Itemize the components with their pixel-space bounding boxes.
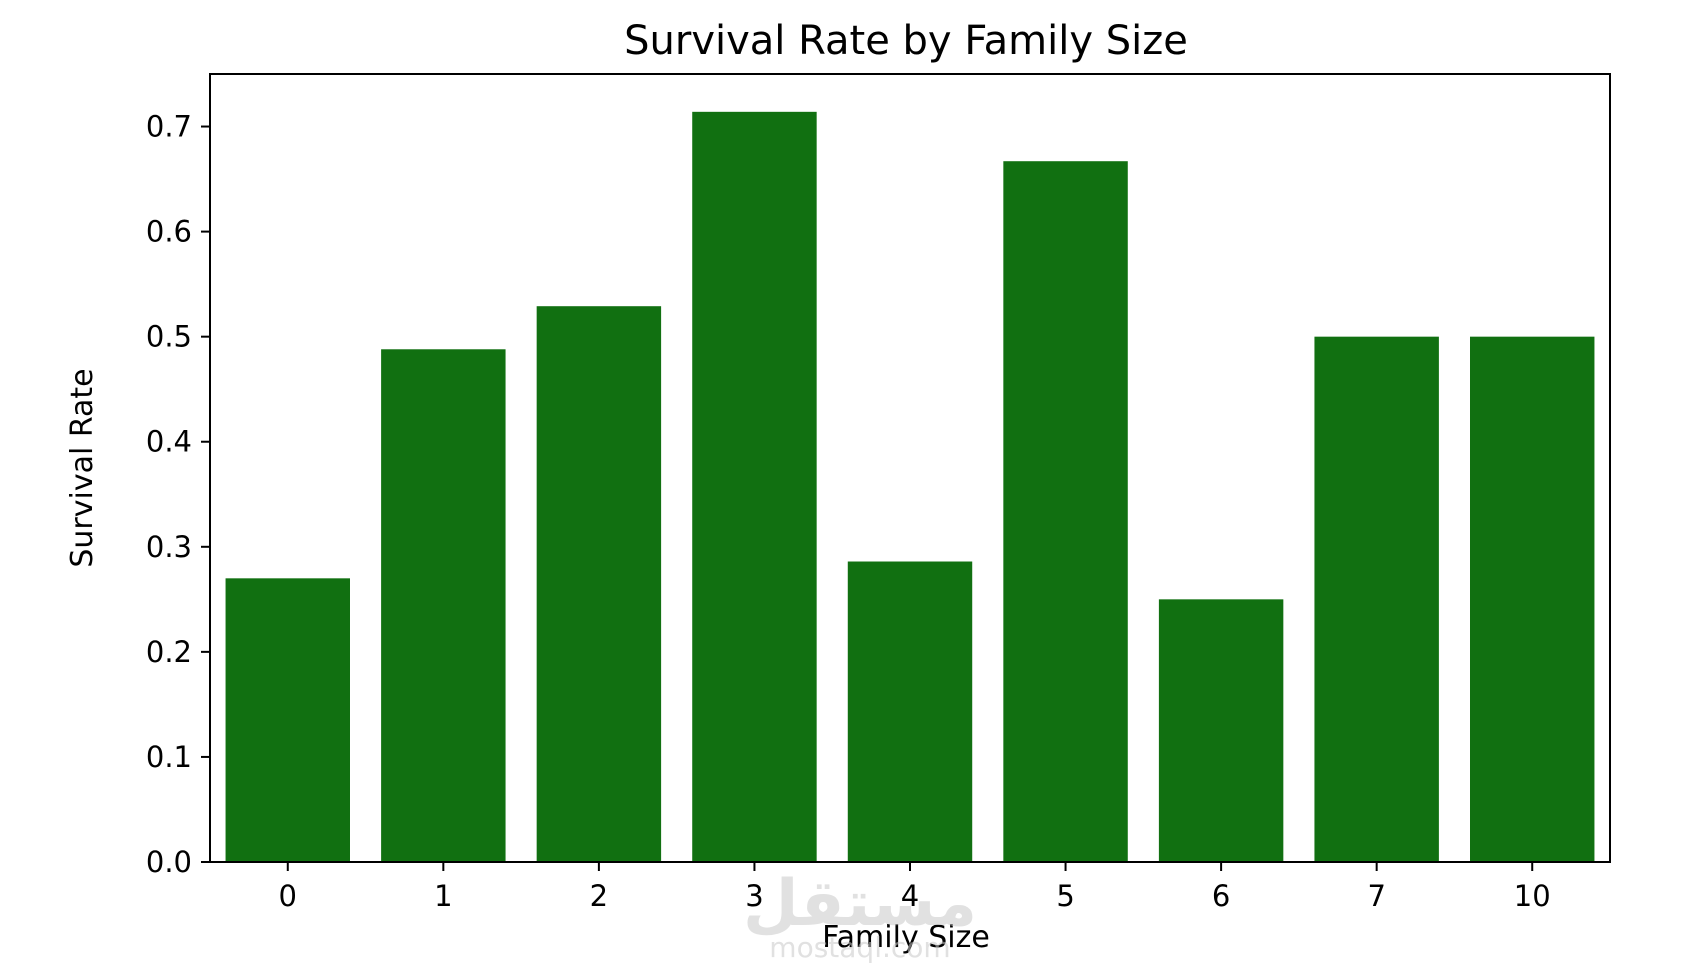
chart-title: Survival Rate by Family Size	[624, 18, 1188, 64]
watermark-logo: مستقل mostaql.com	[743, 867, 977, 964]
bars-layer	[225, 111, 1595, 863]
watermark-arabic: مستقل	[743, 867, 977, 941]
watermark-latin: mostaql.com	[769, 931, 950, 964]
x-tick-label: 2	[590, 879, 608, 913]
x-tick-label: 10	[1514, 879, 1551, 913]
bar-7	[1314, 336, 1439, 863]
bar-0	[225, 578, 350, 862]
bar-5	[1003, 161, 1128, 863]
x-tick-label: 5	[1056, 879, 1074, 913]
y-tick-label: 0.4	[146, 425, 192, 459]
x-tick-label: 4	[901, 879, 919, 913]
x-tick-label: 3	[745, 879, 763, 913]
y-tick-label: 0.3	[146, 530, 192, 564]
bar-4	[847, 561, 973, 862]
bar-10	[1470, 336, 1595, 863]
y-tick-label: 0.2	[146, 635, 192, 669]
x-tick-label: 6	[1212, 879, 1230, 913]
y-tick-label: 0.7	[146, 110, 192, 144]
y-tick-label: 0.6	[146, 215, 192, 249]
x-axis-label: Family Size	[822, 920, 990, 955]
y-axis: 0.0 0.1 0.2 0.3 0.4 0.5 0.6 0.7	[146, 110, 210, 879]
x-axis: 0 1 2 3 4 5 6 7 10	[279, 862, 1551, 913]
bar-6	[1158, 599, 1284, 862]
y-tick-label: 0.5	[146, 320, 192, 354]
bar-1	[381, 349, 506, 862]
bar-3	[692, 111, 817, 863]
bar-2	[536, 306, 662, 862]
y-tick-label: 0.0	[146, 845, 192, 879]
x-tick-label: 0	[279, 879, 297, 913]
plot-border	[209, 73, 1611, 863]
y-tick-label: 0.1	[146, 740, 192, 774]
x-tick-label: 7	[1367, 879, 1385, 913]
y-axis-label: Survival Rate	[65, 368, 100, 567]
x-tick-label: 1	[434, 879, 452, 913]
